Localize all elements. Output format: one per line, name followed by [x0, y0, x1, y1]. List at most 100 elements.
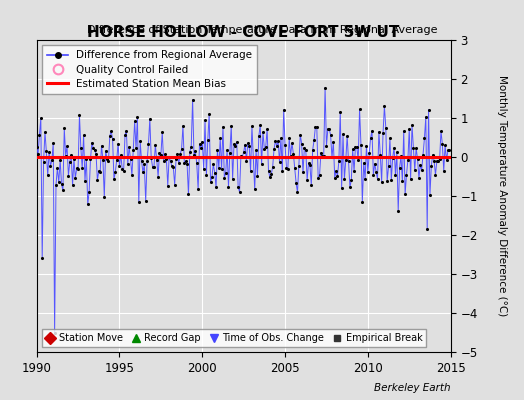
Point — [435, 156, 444, 162]
Point — [391, 172, 400, 178]
Point — [60, 125, 69, 132]
Point — [128, 172, 136, 178]
Point — [354, 157, 363, 164]
Point — [32, 144, 41, 150]
Point — [402, 172, 411, 178]
Point — [266, 174, 274, 181]
Point — [399, 128, 408, 134]
Point — [299, 169, 307, 175]
Point — [162, 156, 171, 162]
Point — [121, 132, 129, 139]
Y-axis label: Monthly Temperature Anomaly Difference (°C): Monthly Temperature Anomaly Difference (… — [497, 75, 507, 317]
Point — [227, 122, 235, 129]
Point — [311, 124, 320, 130]
Point — [259, 129, 267, 136]
Point — [383, 178, 391, 184]
Point — [426, 192, 434, 198]
Point — [196, 145, 205, 151]
Point — [211, 169, 219, 176]
Point — [351, 144, 359, 150]
Point — [41, 129, 49, 135]
Point — [329, 139, 337, 146]
Point — [38, 255, 47, 262]
Point — [231, 143, 239, 150]
Point — [392, 149, 401, 156]
Point — [261, 144, 270, 150]
Point — [72, 165, 81, 172]
Point — [252, 147, 260, 153]
Point — [168, 163, 176, 169]
Point — [88, 139, 96, 146]
Point — [377, 178, 386, 185]
Point — [148, 164, 157, 170]
Point — [332, 168, 340, 174]
Point — [350, 168, 358, 174]
Point — [37, 115, 45, 121]
Point — [173, 151, 182, 158]
Point — [250, 186, 259, 193]
Point — [78, 165, 86, 172]
Point — [91, 147, 99, 153]
Point — [370, 160, 379, 167]
Point — [191, 148, 200, 154]
Point — [358, 199, 366, 206]
Point — [366, 135, 375, 141]
Point — [42, 148, 50, 154]
Point — [275, 159, 283, 166]
Point — [347, 177, 355, 184]
Point — [328, 154, 336, 161]
Point — [412, 145, 420, 151]
Point — [242, 158, 250, 164]
Point — [100, 194, 108, 200]
Point — [303, 177, 311, 183]
Point — [249, 154, 257, 160]
Point — [174, 160, 183, 166]
Point — [146, 116, 154, 122]
Point — [241, 141, 249, 148]
Point — [440, 167, 448, 174]
Point — [178, 146, 186, 152]
Point — [408, 122, 416, 128]
Point — [147, 155, 156, 161]
Point — [271, 138, 280, 144]
Point — [296, 131, 304, 138]
Point — [290, 164, 299, 171]
Point — [222, 169, 230, 176]
Point — [325, 126, 333, 132]
Point — [161, 151, 169, 157]
Point — [394, 208, 402, 214]
Point — [75, 112, 84, 118]
Point — [163, 182, 172, 189]
Point — [427, 162, 435, 169]
Point — [285, 135, 293, 142]
Point — [200, 166, 208, 172]
Point — [281, 142, 289, 148]
Point — [340, 176, 348, 182]
Point — [204, 137, 212, 143]
Point — [274, 138, 282, 144]
Point — [401, 191, 409, 197]
Point — [336, 109, 344, 115]
Point — [304, 160, 313, 166]
Point — [144, 141, 152, 148]
Point — [125, 144, 133, 150]
Point — [396, 164, 404, 171]
Point — [71, 175, 80, 181]
Point — [353, 144, 361, 150]
Point — [77, 145, 85, 151]
Point — [126, 156, 135, 162]
Point — [409, 144, 418, 151]
Point — [344, 158, 353, 165]
Point — [255, 133, 263, 139]
Point — [246, 168, 255, 174]
Point — [155, 150, 163, 156]
Point — [292, 180, 300, 186]
Point — [397, 153, 405, 160]
Point — [187, 143, 195, 150]
Point — [216, 135, 224, 142]
Point — [86, 156, 95, 162]
Point — [82, 156, 91, 162]
Point — [444, 147, 452, 154]
Point — [83, 201, 92, 208]
Point — [68, 182, 77, 188]
